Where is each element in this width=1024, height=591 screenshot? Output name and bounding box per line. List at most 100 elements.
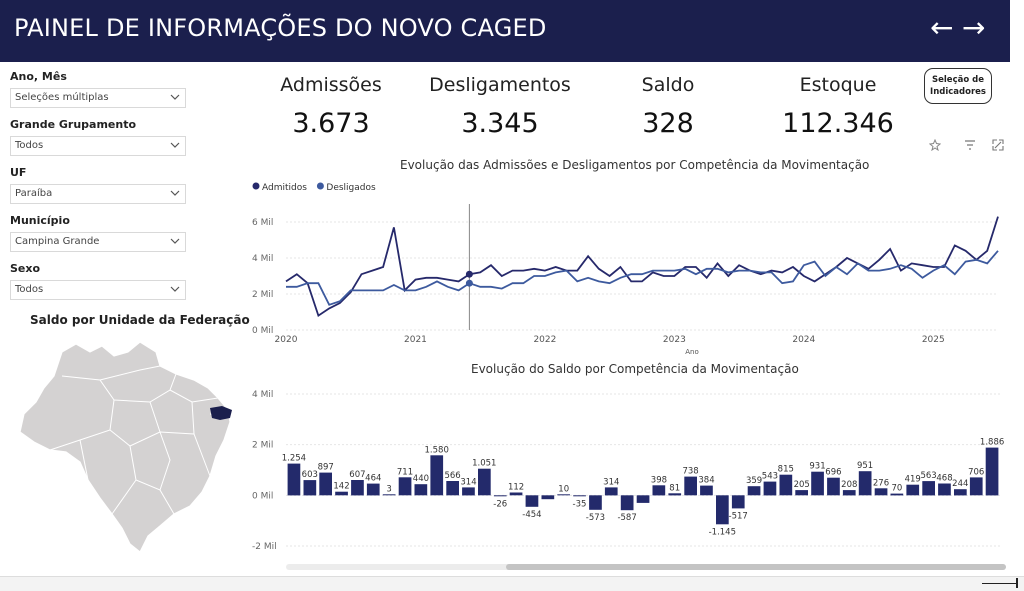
saldo-bar[interactable] [842,490,856,496]
saldo-bar[interactable] [684,476,697,496]
saldo-bar[interactable] [525,495,539,507]
legend-label: Admitidos [262,183,307,193]
filter-label: UF [10,166,27,179]
saldo-bar[interactable] [398,477,412,496]
saldo-bar[interactable] [430,455,444,496]
bar-chart-title: Evolução do Saldo por Competência da Mov… [471,362,799,376]
zoom-slider-handle[interactable] [1016,578,1018,588]
data-label: 81 [669,483,680,493]
saldo-bar[interactable] [604,487,618,496]
saldo-bar[interactable] [811,471,824,496]
paraiba-highlight[interactable] [210,406,232,420]
saldo-bar[interactable] [509,492,523,496]
saldo-bar[interactable] [541,495,555,500]
x-tick-label: 2023 [663,335,686,345]
saldo-bar[interactable] [351,480,364,496]
data-label: 563 [920,471,936,481]
data-label: -26 [493,499,507,509]
kpi-desligamentos: Desligamentos 3.345 [420,74,580,139]
series-line-admitidos[interactable] [285,216,999,318]
filter-value: Seleções múltiplas [15,92,109,103]
data-label: 314 [603,477,619,487]
indicator-selection-button[interactable]: Seleção de Indicadores [924,68,992,104]
focus-mode-icon[interactable] [992,139,1004,151]
kpi-value: 328 [642,108,694,139]
data-label: 468 [936,474,952,484]
saldo-bar[interactable] [906,484,920,496]
back-arrow-icon[interactable]: ← [930,11,954,44]
saldo-bar[interactable] [763,481,777,496]
pin-icon[interactable] [929,139,941,151]
saldo-bar[interactable] [938,483,951,496]
saldo-bar[interactable] [414,484,428,496]
saldo-bar[interactable] [335,491,348,496]
horizontal-scrollbar[interactable] [286,564,1006,570]
data-label: 398 [651,475,667,485]
brazil-map[interactable] [10,330,235,560]
saldo-bar[interactable] [573,495,586,497]
saldo-bar[interactable] [716,495,729,525]
data-label: -454 [522,510,541,520]
hover-point-admitidos [465,270,473,278]
admissions-dismissals-line-chart[interactable]: Admitidos Desligados 0 Mil 2 Mil 4 Mil 6 Mil… [240,176,1020,360]
filter-dropdown-grande-grupamento[interactable]: Todos [10,136,186,156]
data-label: 607 [349,470,365,480]
saldo-bar[interactable] [557,494,570,496]
legend-marker [316,182,324,190]
filter-icon[interactable] [964,139,976,151]
saldo-bar[interactable] [462,487,475,496]
saldo-bar[interactable] [700,485,713,496]
saldo-bar[interactable] [493,495,507,497]
saldo-bar[interactable] [589,495,602,510]
saldo-bar[interactable] [922,481,935,496]
saldo-bar[interactable] [478,468,491,496]
saldo-bar[interactable] [731,495,745,509]
saldo-bar[interactable] [874,488,888,496]
forward-arrow-icon[interactable]: → [962,11,986,44]
data-label: 1.254 [282,454,306,464]
button-label-line1: Seleção de [932,75,984,85]
saldo-bar[interactable] [287,463,301,496]
page-title: PAINEL DE INFORMAÇÕES DO NOVO CAGED [14,14,547,42]
saldo-bar[interactable] [795,490,808,496]
filter-dropdown-uf[interactable]: Paraíba [10,184,186,204]
saldo-bar[interactable] [303,480,317,496]
saldo-bar[interactable] [985,447,999,496]
saldo-bar[interactable] [668,493,682,496]
saldo-bar[interactable] [366,483,380,496]
saldo-bar[interactable] [890,493,904,496]
kpi-value: 112.346 [782,108,894,139]
saldo-bar[interactable] [620,495,634,511]
saldo-bar[interactable] [636,495,650,503]
header-bar: PAINEL DE INFORMAÇÕES DO NOVO CAGED ← → [0,0,1010,62]
filter-dropdown-sexo[interactable]: Todos [10,280,186,300]
saldo-bar[interactable] [747,486,761,496]
x-tick-label: 2022 [533,335,556,345]
data-label: 706 [968,467,984,477]
data-label: 464 [365,474,381,484]
kpi-saldo: Saldo 328 [618,74,718,139]
saldo-bar[interactable] [319,472,332,496]
saldo-bar[interactable] [446,481,459,496]
data-label: 1.051 [472,459,496,469]
filter-value: Todos [15,140,44,151]
filter-dropdown-municipio[interactable]: Campina Grande [10,232,186,252]
y-tick-label: 4 Mil [252,254,273,264]
saldo-bar[interactable] [652,485,666,496]
data-label: 696 [825,468,841,478]
saldo-bar[interactable] [969,477,983,496]
data-label: 419 [905,475,921,485]
saldo-bar[interactable] [382,494,396,496]
saldo-bar[interactable] [827,477,840,496]
filter-grande-grupamento: Grande Grupamento Todos [10,118,186,156]
scrollbar-thumb[interactable] [506,564,1006,570]
zoom-slider[interactable] [982,583,1016,584]
saldo-bar[interactable] [954,489,967,496]
chevron-down-icon [170,190,180,196]
series-line-desligados[interactable] [286,250,999,306]
hover-point-desligados [465,279,473,287]
filter-dropdown-ano-mes[interactable]: Seleções múltiplas [10,88,186,108]
saldo-bar[interactable] [858,471,872,496]
saldo-bar[interactable] [779,474,793,496]
